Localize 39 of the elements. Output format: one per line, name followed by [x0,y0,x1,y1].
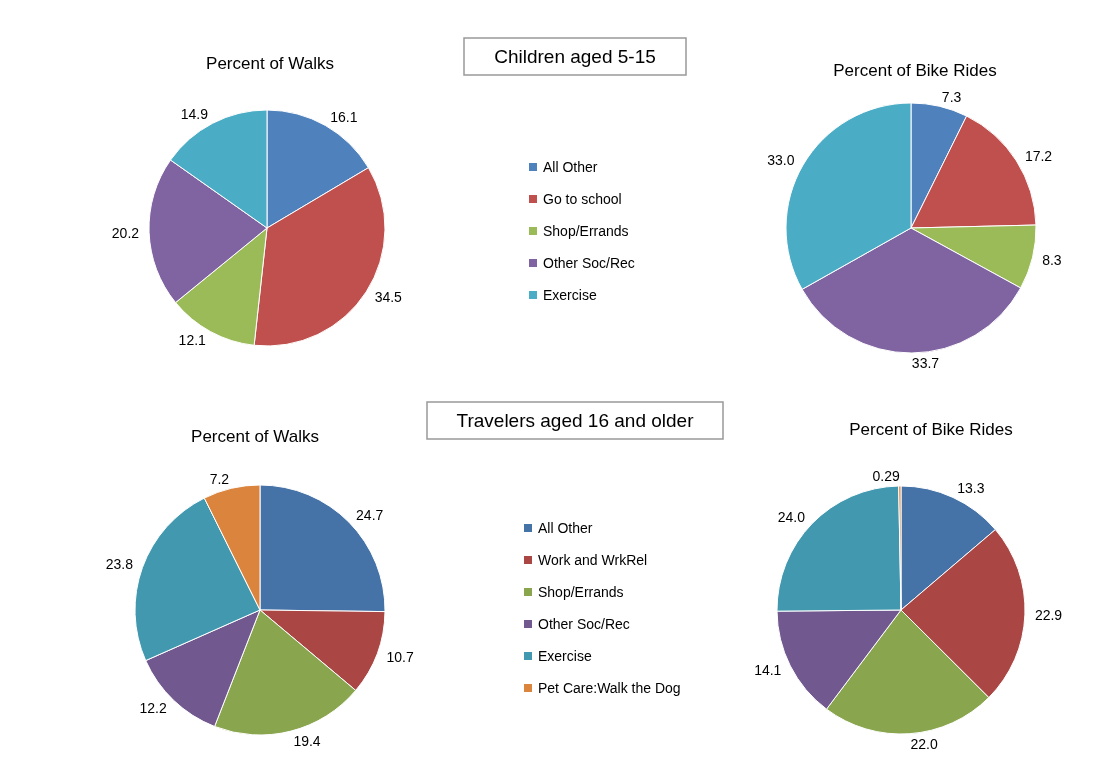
data-label: 24.7 [356,507,384,524]
legend-label: Pet Care:Walk the Dog [538,680,681,696]
legend-label: Shop/Errands [538,584,624,600]
legend-label: All Other [538,520,593,536]
chart-subtitle: Travelers aged 16 and older [456,410,695,431]
legend-label: Exercise [538,648,592,664]
data-label: 12.1 [178,332,207,349]
data-label: 13.3 [957,480,985,497]
chart-title: Percent of Walks [191,427,319,446]
data-label: 19.4 [293,732,321,749]
data-label: 33.0 [767,151,795,168]
data-label: 22.9 [1034,607,1063,624]
legend-label: Other Soc/Rec [543,255,635,271]
data-label: 14.9 [180,106,209,123]
legend-label: All Other [543,159,598,175]
legend-label: Exercise [543,287,597,303]
chart-title: Percent of Bike Rides [849,420,1013,439]
data-label: 16.1 [330,108,358,125]
data-label: 23.8 [105,556,134,573]
data-label: 17.2 [1024,147,1053,164]
data-label: 0.29 [872,468,900,485]
data-label: 7.3 [941,88,962,105]
legend-label: Other Soc/Rec [538,616,630,632]
data-label: 8.3 [1042,251,1062,268]
data-label: 10.7 [386,649,415,666]
data-label: 14.1 [754,662,782,679]
data-label: 33.7 [911,355,940,371]
chart-title: Percent of Walks [206,54,334,73]
data-label: 22.0 [910,735,938,752]
data-label: 7.2 [209,470,230,487]
data-label: 34.5 [374,289,403,306]
data-label: 24.0 [777,508,806,525]
legend-label: Go to school [543,191,622,207]
chart-title: Percent of Bike Rides [833,61,997,80]
data-label: 12.2 [139,699,167,716]
data-label: 20.2 [111,224,140,241]
legend-label: Shop/Errands [543,223,629,239]
chart-subtitle: Children aged 5-15 [494,46,656,67]
legend-label: Work and WrkRel [538,552,648,568]
